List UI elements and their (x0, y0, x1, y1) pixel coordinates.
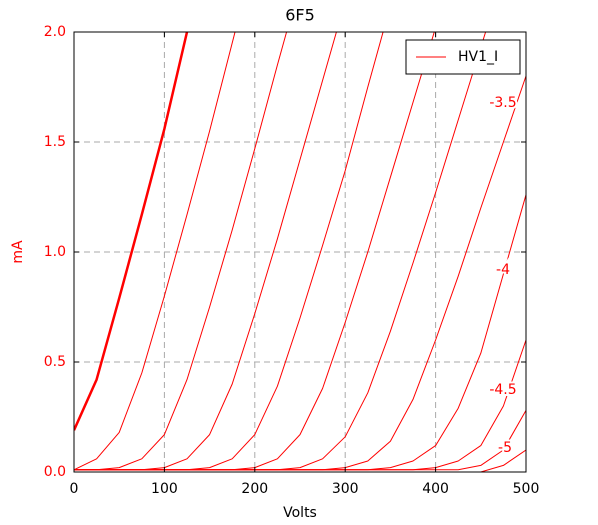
x-tick-label: 200 (241, 481, 268, 497)
chart-title: 6F5 (285, 6, 315, 25)
ticks: 0 100 200 300 400 500 0.0 0.5 1.0 1.5 2.0 (44, 24, 540, 497)
x-tick-label: 500 (513, 481, 540, 497)
series-line (74, 32, 236, 471)
y-axis-label: mA (10, 240, 26, 264)
x-tick-label: 300 (332, 481, 359, 497)
x-tick-label: 400 (422, 481, 449, 497)
annotation: -4 (496, 262, 510, 278)
y-tick-label: 0.0 (44, 464, 66, 480)
lines (74, 32, 526, 472)
annotation: -3.5 (489, 95, 516, 111)
y-tick-label: 1.5 (44, 134, 66, 150)
legend: HV1_I (405, 39, 521, 75)
series-line (74, 32, 189, 431)
x-axis-label: Volts (283, 505, 317, 521)
series-line (74, 410, 526, 471)
series-line (74, 32, 288, 471)
y-tick-label: 2.0 (44, 24, 66, 40)
y-tick-label: 0.5 (44, 354, 66, 370)
x-tick-label: 100 (151, 481, 178, 497)
legend-label: HV1_I (458, 49, 498, 65)
x-tick-label: 0 (70, 481, 79, 497)
annotations: -3.5 -4 -4.5 -5 (487, 93, 518, 458)
annotation: -5 (498, 440, 512, 456)
annotation: -4.5 (489, 382, 516, 398)
y-tick-label: 1.0 (44, 244, 66, 260)
